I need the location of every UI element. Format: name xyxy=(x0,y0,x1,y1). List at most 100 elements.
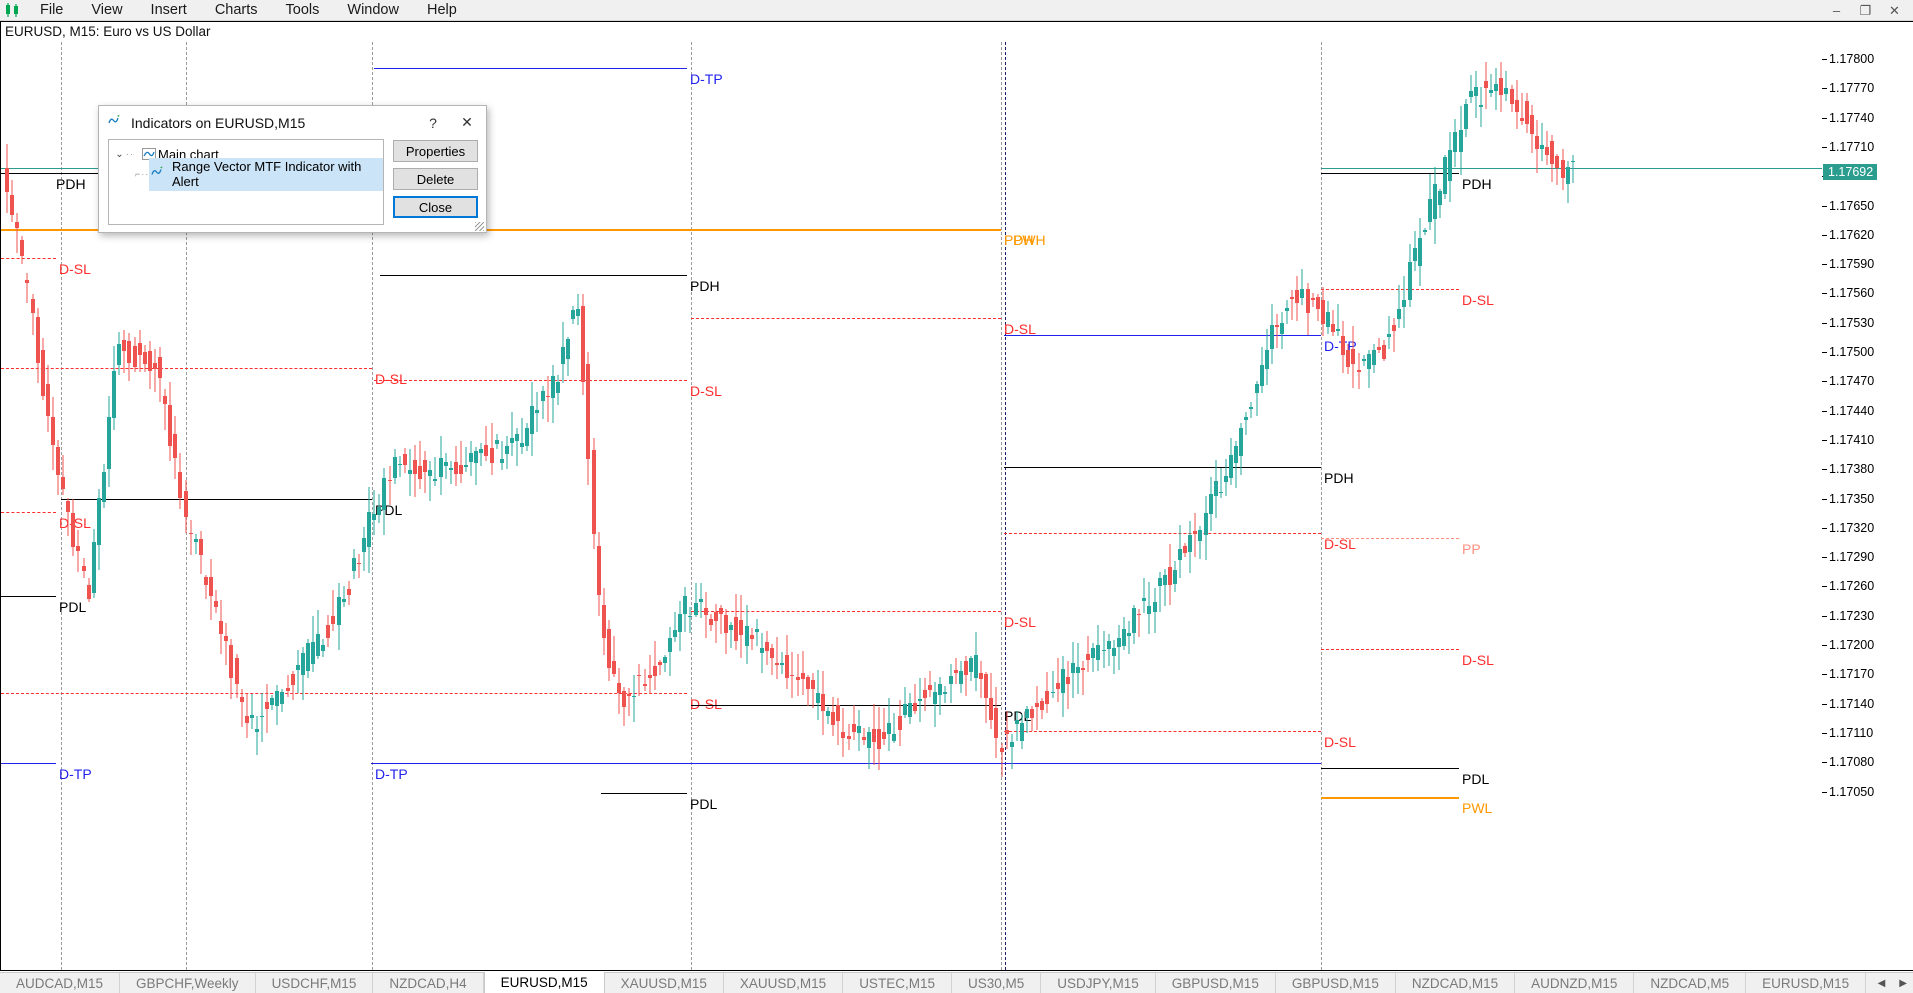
menu-tools[interactable]: Tools xyxy=(285,1,320,18)
candlestick xyxy=(560,322,565,384)
candlestick xyxy=(810,673,815,709)
tree-item-selected[interactable]: Range Vector MTF Indicator with Alert xyxy=(149,157,383,191)
chart-tab-nzdcad-h4[interactable]: NZDCAD,H4 xyxy=(373,973,484,993)
candlestick xyxy=(1111,640,1116,674)
chart-tab-audnzd-m15[interactable]: AUDNZD,M15 xyxy=(1515,973,1635,993)
candlestick xyxy=(770,643,774,675)
chart-tab-eurusd-m15[interactable]: EURUSD,M15 xyxy=(483,972,605,993)
level-line[interactable] xyxy=(186,229,1001,230)
level-line[interactable] xyxy=(1004,335,1321,336)
price-scale[interactable]: 1.178001.177701.177401.177101.176801.176… xyxy=(1822,21,1913,971)
scroll-left-icon[interactable]: ◀ xyxy=(1877,977,1886,989)
chart-tab-usdjpy-m15[interactable]: USDJPY,M15 xyxy=(1041,973,1156,993)
level-line[interactable] xyxy=(186,229,1001,231)
level-line[interactable] xyxy=(1,512,56,513)
menu-file[interactable]: File xyxy=(40,1,64,18)
scroll-right-icon[interactable]: ▶ xyxy=(1899,977,1907,989)
level-line[interactable] xyxy=(374,68,687,69)
level-line[interactable] xyxy=(1,229,186,231)
chart-tab-xauusd-m15[interactable]: XAUUSD,M15 xyxy=(605,973,724,993)
candlestick xyxy=(713,603,718,643)
level-line[interactable] xyxy=(374,380,687,381)
level-line[interactable] xyxy=(1321,168,1822,169)
chart-tab-usdchf-m15[interactable]: USDCHF,M15 xyxy=(256,973,374,993)
chart-tab-gbpusd-m15[interactable]: GBPUSD,M15 xyxy=(1156,973,1276,993)
candlestick xyxy=(30,294,35,336)
chart-tab-audcad-m15[interactable]: AUDCAD,M15 xyxy=(0,973,121,993)
tree-row-indicator[interactable]: ⌐·· Range Vector MTF Indicator with Aler… xyxy=(113,157,383,191)
level-label: D-SL xyxy=(59,261,91,277)
candlestick xyxy=(413,445,417,497)
chart-tab-gbpchf-weekly[interactable]: GBPCHF,Weekly xyxy=(120,973,256,993)
chart-tab-ustec-m15[interactable]: USTEC,M15 xyxy=(843,973,952,993)
level-line[interactable] xyxy=(601,793,687,794)
candlestick xyxy=(566,336,570,377)
candlestick xyxy=(1478,87,1483,127)
chevron-down-icon[interactable]: ⌄ xyxy=(115,148,124,160)
level-line[interactable] xyxy=(1321,649,1459,650)
help-icon[interactable]: ? xyxy=(429,114,437,131)
price-tick: 1.17590 xyxy=(1822,257,1874,271)
menu-help[interactable]: Help xyxy=(426,1,457,18)
level-line[interactable] xyxy=(371,763,1321,764)
chart-tab-nzdcad-m5[interactable]: NZDCAD,M5 xyxy=(1634,973,1747,993)
properties-button[interactable]: Properties xyxy=(393,140,478,162)
indicator-tree[interactable]: ⌄ ·· Main chart ⌐·· xyxy=(108,139,384,225)
candlestick xyxy=(152,349,157,393)
menu-window[interactable]: Window xyxy=(347,1,399,18)
level-line[interactable] xyxy=(691,611,1001,612)
level-line[interactable] xyxy=(1004,467,1321,468)
window-controls: – ❐ ✕ xyxy=(1822,0,1909,21)
level-line[interactable] xyxy=(1321,173,1459,174)
candlestick xyxy=(785,635,790,689)
chart-tab-xauusd-m15[interactable]: XAUUSD,M15 xyxy=(724,973,844,993)
level-line[interactable] xyxy=(1321,289,1459,290)
price-tick: 1.17470 xyxy=(1822,374,1874,388)
level-line[interactable] xyxy=(1321,538,1459,539)
indicators-dialog[interactable]: Indicators on EURUSD,M15 ? ✕ ⌄ ·· Ma xyxy=(98,105,487,233)
level-line[interactable] xyxy=(1004,533,1321,534)
close-button[interactable]: Close xyxy=(393,196,478,218)
level-line[interactable] xyxy=(1321,768,1459,769)
candlestick xyxy=(418,441,423,489)
delete-button[interactable]: Delete xyxy=(393,168,478,190)
candlestick xyxy=(168,382,173,462)
candlestick xyxy=(1060,656,1065,718)
candlestick xyxy=(948,663,953,704)
level-line[interactable] xyxy=(1004,731,1321,732)
level-line[interactable] xyxy=(1,168,186,169)
chart-tab-gbpusd-m15[interactable]: GBPUSD,M15 xyxy=(1276,973,1396,993)
menu-view[interactable]: View xyxy=(91,1,123,18)
candlestick xyxy=(729,621,734,649)
candlestick xyxy=(35,308,40,384)
level-line[interactable] xyxy=(1,368,372,369)
level-line[interactable] xyxy=(1,693,687,694)
dialog-resize-handle[interactable] xyxy=(475,222,484,231)
price-tick: 1.17530 xyxy=(1822,316,1874,330)
level-line[interactable] xyxy=(1,596,56,597)
chart-tab-us30-m5[interactable]: US30,M5 xyxy=(952,973,1042,993)
candlestick xyxy=(1351,325,1356,388)
candlestick xyxy=(673,611,678,642)
minimize-icon[interactable]: – xyxy=(1832,3,1841,18)
chart-tab-nzdcad-m15[interactable]: NZDCAD,M15 xyxy=(1396,973,1516,993)
candlestick xyxy=(137,329,142,373)
level-line[interactable] xyxy=(1321,797,1459,799)
price-tick: 1.17170 xyxy=(1822,667,1874,681)
restore-icon[interactable]: ❐ xyxy=(1859,2,1872,18)
level-line[interactable] xyxy=(691,705,1001,706)
level-line[interactable] xyxy=(1,258,56,259)
candlestick xyxy=(66,498,71,536)
menu-charts[interactable]: Charts xyxy=(214,1,258,18)
level-line[interactable] xyxy=(61,499,372,500)
level-line[interactable] xyxy=(1,173,186,174)
candlestick xyxy=(1106,634,1111,666)
level-line[interactable] xyxy=(691,318,1001,319)
level-line[interactable] xyxy=(380,275,687,276)
chart-tab-eurusd-m15[interactable]: EURUSD,M15 xyxy=(1746,973,1867,993)
menu-insert[interactable]: Insert xyxy=(150,1,187,18)
close-icon[interactable]: ✕ xyxy=(1889,2,1900,18)
candlestick xyxy=(1412,231,1417,272)
level-line[interactable] xyxy=(1,763,56,764)
dialog-close-icon[interactable]: ✕ xyxy=(461,114,473,130)
